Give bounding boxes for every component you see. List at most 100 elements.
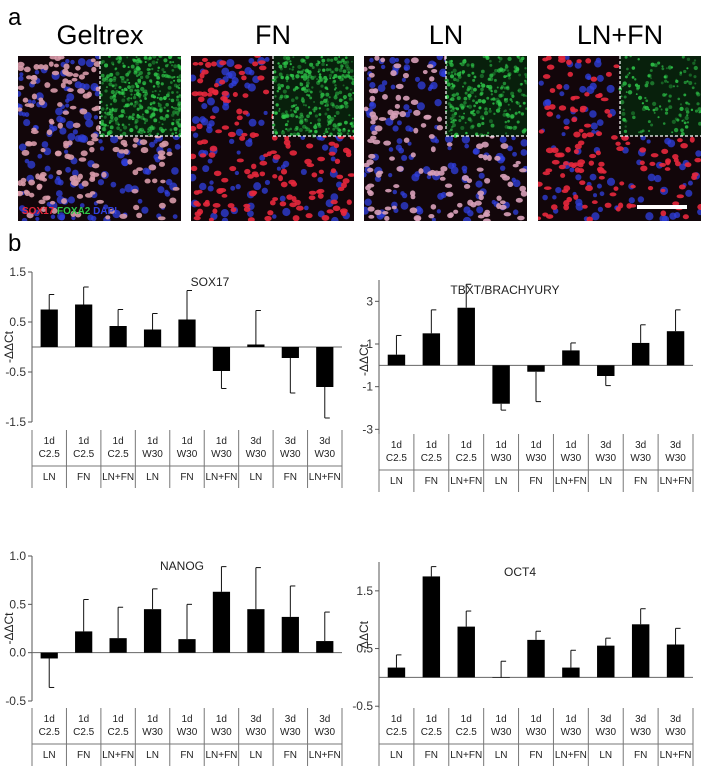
- bar: [387, 667, 406, 678]
- category-time-label: 3d: [285, 714, 296, 725]
- category-medium-label: C2.5: [39, 449, 61, 460]
- y-tick-label: 0.5: [9, 597, 26, 611]
- category-matrix-label: LN: [390, 476, 403, 487]
- category-matrix-label: LN: [390, 750, 403, 761]
- category-matrix-label: LN+FN: [205, 750, 237, 761]
- category-medium-label: C2.5: [456, 453, 478, 464]
- y-axis-label: -ΔΔCt: [357, 620, 371, 653]
- bar: [75, 631, 93, 653]
- bar: [316, 347, 334, 387]
- panel-b-letter: b: [8, 230, 22, 257]
- bar: [666, 331, 685, 366]
- category-medium-label: W30: [491, 453, 512, 464]
- bar: [316, 641, 334, 653]
- y-tick-label: -3: [362, 422, 373, 436]
- category-matrix-label: LN+FN: [205, 472, 237, 483]
- category-time-label: 3d: [600, 440, 611, 451]
- bar: [457, 307, 475, 366]
- category-time-label: 1d: [147, 714, 158, 725]
- y-tick-label: -0.5: [5, 365, 26, 379]
- y-tick-label: 3: [366, 294, 373, 308]
- category-time-label: 1d: [181, 436, 192, 447]
- bar: [562, 667, 580, 678]
- category-medium-label: C2.5: [39, 727, 61, 738]
- category-medium-label: C2.5: [456, 727, 478, 738]
- y-axis-label: -ΔΔCt: [2, 330, 16, 363]
- category-medium-label: W30: [665, 727, 686, 738]
- category-time-label: 1d: [461, 714, 472, 725]
- bar: [143, 609, 162, 653]
- y-axis-label: -ΔΔCt: [2, 612, 16, 645]
- bar: [631, 342, 650, 366]
- category-matrix-label: FN: [77, 472, 90, 483]
- y-tick-label: 1.5: [356, 584, 373, 598]
- category-medium-label: W30: [211, 449, 232, 460]
- category-time-label: 1d: [496, 440, 507, 451]
- category-time-label: 1d: [78, 436, 89, 447]
- category-time-label: 3d: [635, 440, 646, 451]
- micro-title-geltrex: Geltrex: [56, 20, 144, 50]
- category-matrix-label: LN: [146, 750, 159, 761]
- category-matrix-label: FN: [529, 476, 542, 487]
- chart-title: SOX17: [191, 275, 230, 289]
- category-matrix-label: LN: [146, 472, 159, 483]
- bar: [597, 645, 615, 678]
- bar: [527, 639, 545, 678]
- chart-nanog: NANOG -ΔΔCt 1.0 0.5 0.0 -0.5 1d C2.5 LN 1d C2.5 FN 1…: [0, 536, 355, 776]
- category-time-label: 3d: [670, 440, 681, 451]
- micrograph-fn: [191, 56, 354, 221]
- category-matrix-label: FN: [634, 476, 647, 487]
- category-medium-label: W30: [280, 727, 301, 738]
- category-time-label: 1d: [216, 714, 227, 725]
- category-matrix-label: FN: [180, 472, 193, 483]
- category-matrix-label: LN+FN: [555, 476, 587, 487]
- category-medium-label: W30: [561, 453, 582, 464]
- category-matrix-label: FN: [284, 750, 297, 761]
- category-medium-label: W30: [526, 453, 547, 464]
- category-medium-label: C2.5: [421, 727, 443, 738]
- category-matrix-label: LN: [43, 472, 56, 483]
- bar: [178, 639, 196, 653]
- category-matrix-label: LN+FN: [660, 750, 692, 761]
- category-medium-label: W30: [595, 727, 616, 738]
- category-medium-label: W30: [630, 727, 651, 738]
- category-matrix-label: LN+FN: [102, 472, 134, 483]
- panel-a-letter: a: [8, 4, 22, 31]
- category-medium-label: W30: [246, 449, 267, 460]
- category-medium-label: W30: [177, 727, 198, 738]
- category-medium-label: W30: [142, 449, 163, 460]
- bar: [247, 344, 265, 347]
- micro-title-ln-fn: LN+FN: [576, 20, 664, 50]
- category-matrix-label: FN: [180, 750, 193, 761]
- category-time-label: 3d: [635, 714, 646, 725]
- category-matrix-label: FN: [425, 476, 438, 487]
- category-matrix-label: LN+FN: [450, 476, 482, 487]
- category-medium-label: W30: [526, 727, 547, 738]
- y-tick-label: -1: [362, 380, 373, 394]
- category-medium-label: W30: [177, 449, 198, 460]
- category-time-label: 1d: [496, 714, 507, 725]
- category-time-label: 1d: [530, 440, 541, 451]
- category-time-label: 1d: [113, 436, 124, 447]
- bar: [527, 365, 545, 372]
- y-tick-label: 0.5: [9, 315, 26, 329]
- bar: [631, 624, 650, 678]
- bar: [109, 638, 127, 653]
- category-medium-label: W30: [595, 453, 616, 464]
- category-medium-label: W30: [246, 727, 267, 738]
- category-matrix-label: FN: [77, 750, 90, 761]
- chart-title: NANOG: [160, 559, 204, 573]
- y-tick-label: -0.5: [352, 699, 373, 713]
- y-tick-label: 1.0: [9, 549, 26, 563]
- bar: [143, 329, 162, 347]
- category-medium-label: C2.5: [108, 449, 130, 460]
- bar: [247, 609, 265, 653]
- y-tick-label: -1.5: [5, 415, 26, 429]
- category-matrix-label: LN: [495, 750, 508, 761]
- chart-title: OCT4: [504, 565, 536, 579]
- y-tick-label: 0.5: [356, 642, 373, 656]
- category-medium-label: W30: [280, 449, 301, 460]
- category-medium-label: C2.5: [73, 727, 95, 738]
- category-medium-label: W30: [314, 727, 335, 738]
- category-time-label: 1d: [78, 714, 89, 725]
